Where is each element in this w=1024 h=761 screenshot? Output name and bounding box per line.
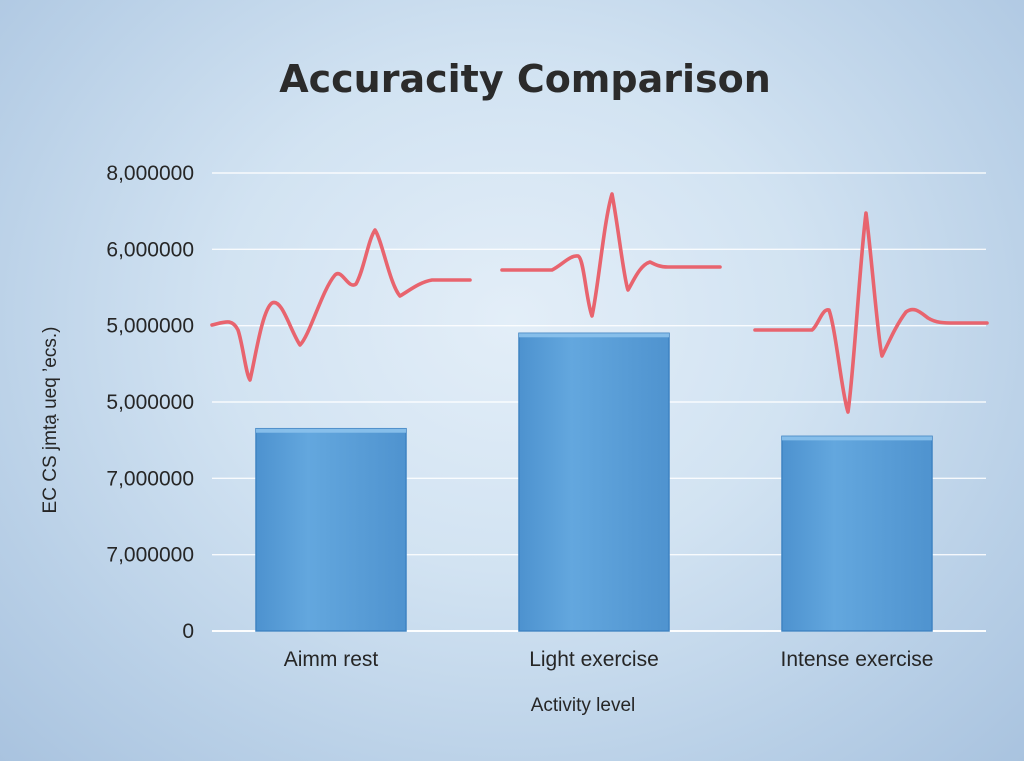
bar (781, 435, 933, 632)
ecg-trace (210, 228, 472, 382)
y-tick-label: 0 (182, 620, 194, 643)
y-tick-label: 7,000000 (106, 544, 194, 567)
y-tick-label: 5,000000 (106, 391, 194, 414)
ecg-trace (500, 192, 722, 318)
bar (518, 332, 670, 632)
ecg-trace (753, 211, 989, 414)
bar-top-highlight (256, 428, 406, 433)
x-tick-label: Light exercise (529, 648, 659, 671)
bar-top-highlight (782, 436, 932, 441)
x-axis-label: Activity level (531, 695, 636, 716)
x-tick-label: Aimm rest (284, 648, 379, 671)
y-tick-label: 8,000000 (106, 162, 194, 185)
bars (255, 332, 933, 632)
y-tick-label: 6,000000 (106, 238, 194, 261)
y-tick-label: 7,000000 (106, 467, 194, 490)
bar-top-highlight (519, 333, 669, 338)
y-axis-label: EC CS jmtạ ueq ’ecs.) (40, 327, 61, 514)
chart-title: Accuracity Comparison (279, 57, 771, 101)
ecg-traces (210, 192, 989, 414)
y-axis-ticks: 0 7,000000 7,000000 5,000000 5,000000 6,00000… (106, 162, 194, 643)
x-tick-label: Intense exercise (781, 648, 934, 671)
y-tick-label: 5,000000 (106, 315, 194, 338)
x-axis-ticks: Aimm rest Light exercise Intense exercise (284, 648, 934, 671)
bar (255, 427, 407, 632)
